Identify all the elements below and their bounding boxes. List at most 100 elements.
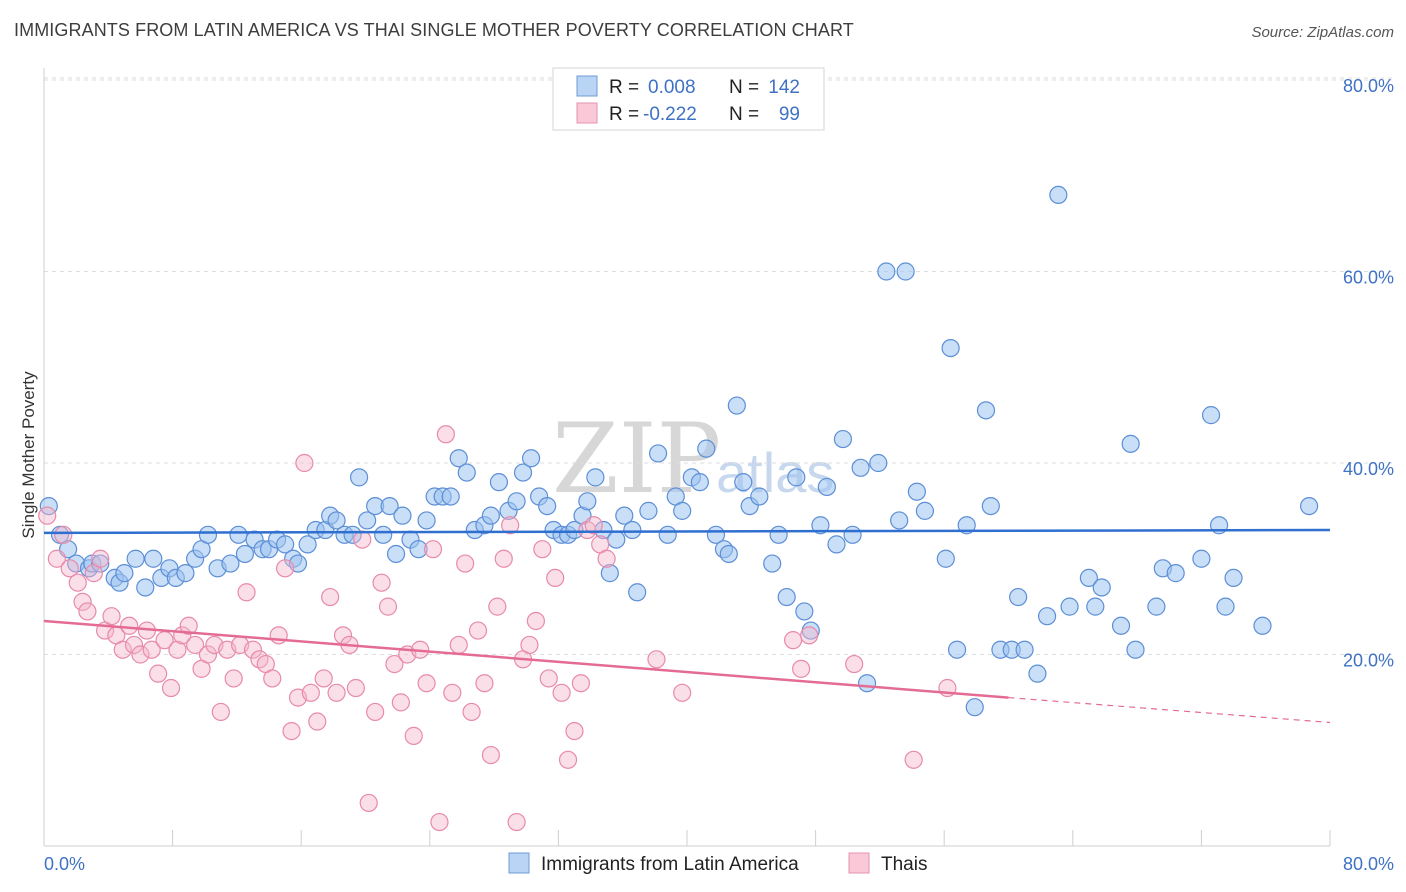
thais-point: [488, 597, 507, 616]
latin-america-point: [1060, 597, 1079, 616]
latin-america-point: [976, 401, 996, 420]
thais-point: [282, 721, 301, 741]
latin-america-point: [750, 487, 769, 506]
latin-america-point: [851, 458, 870, 477]
watermark-zip: ZIP: [552, 403, 721, 515]
latin-america-point: [1028, 664, 1047, 683]
thais-point: [430, 812, 449, 832]
thais-point: [38, 506, 57, 525]
thais-point: [68, 573, 87, 592]
source-credit: Source: ZipAtlas.com: [1251, 24, 1394, 41]
latin-america-point: [936, 549, 955, 568]
latin-america-point: [833, 429, 853, 449]
latin-america-point: [327, 511, 346, 530]
thais-point: [584, 516, 603, 535]
latin-america-point: [1216, 597, 1235, 616]
thais-point: [243, 640, 263, 659]
x-tick-label-min: 0.0%: [44, 854, 85, 874]
latin-america-point: [235, 544, 255, 564]
thais-point: [673, 683, 692, 702]
latin-america-point: [594, 520, 613, 540]
latin-america-point: [628, 583, 647, 602]
thais-point: [558, 750, 578, 769]
latin-america-point: [648, 444, 668, 463]
thais-point: [346, 678, 365, 698]
latin-america-trend-line: [43, 528, 1331, 535]
thais-point: [783, 631, 803, 650]
latin-america-point: [719, 544, 738, 564]
thais-point: [475, 674, 494, 693]
thais-point: [462, 702, 481, 722]
latin-america-point: [115, 564, 134, 583]
latin-america-point: [386, 544, 406, 564]
latin-america-point: [1201, 406, 1221, 425]
latin-america-point: [1166, 564, 1185, 583]
latin-america-point: [811, 516, 830, 535]
thais-point: [327, 683, 346, 702]
thais-point: [565, 721, 584, 741]
bottom-legend-label-blue: Immigrants from Latin America: [541, 854, 799, 875]
thais-point: [186, 635, 205, 655]
thais-point: [391, 693, 410, 712]
latin-america-point: [877, 262, 896, 281]
latin-america-point: [221, 554, 240, 573]
latin-america-point: [1049, 185, 1068, 204]
latin-america-point: [481, 506, 500, 525]
thais-point: [353, 530, 372, 549]
y-tick-labels: 20.0% 40.0% 60.0% 80.0%: [1343, 76, 1394, 671]
thais-point: [237, 583, 256, 602]
legend-n-label-blue: N =: [729, 77, 759, 98]
thais-point: [385, 654, 404, 674]
thais-point: [526, 611, 545, 631]
chart-title: IMMIGRANTS FROM LATIN AMERICA VS THAI SI…: [14, 20, 854, 40]
thais-point: [443, 683, 462, 702]
latin-america-point: [276, 535, 295, 554]
y-tick-label-40: 40.0%: [1343, 459, 1394, 479]
legend-r-label-pink: R =: [609, 104, 639, 125]
latin-america-point: [697, 439, 716, 458]
latin-america-point: [817, 477, 836, 497]
thais-point: [60, 559, 79, 578]
latin-america-point: [827, 535, 846, 554]
latin-america-point: [521, 449, 541, 468]
thais-point: [468, 621, 488, 640]
thais-point: [507, 812, 526, 832]
thais-trend-extrapolation: [1008, 696, 1331, 724]
latin-america-point: [198, 525, 218, 544]
latin-america-point: [1224, 568, 1243, 588]
thais-point: [378, 597, 398, 616]
latin-america-point: [941, 339, 960, 358]
latin-america-point: [409, 540, 428, 559]
thais-point: [366, 702, 385, 722]
thais-point: [295, 453, 314, 473]
thais-point: [539, 669, 558, 688]
latin-america-point: [1092, 578, 1111, 597]
latin-america-point: [777, 587, 796, 607]
thais-point: [533, 540, 552, 559]
thais-trend-line: [43, 619, 1009, 699]
legend-box: [552, 67, 825, 131]
thais-point: [904, 750, 923, 769]
latin-america-point: [615, 506, 634, 525]
thais-point: [520, 635, 539, 655]
latin-america-point: [857, 674, 877, 693]
thais-point: [501, 516, 520, 535]
thais-point: [449, 635, 468, 655]
thais-point: [308, 712, 327, 731]
latin-america-point: [393, 506, 412, 525]
legend-n-label-pink: N =: [729, 104, 759, 125]
latin-america-point: [795, 602, 814, 621]
thais-point: [417, 674, 436, 693]
bottom-legend-swatch-pink: [848, 852, 870, 874]
latin-america-point: [374, 525, 393, 544]
legend-r-value-blue: 0.008: [648, 77, 696, 98]
thais-point: [321, 587, 340, 607]
latin-america-point: [607, 530, 626, 549]
latin-america-point: [513, 463, 533, 482]
latin-america-point: [1253, 616, 1272, 635]
thais-point: [571, 674, 591, 693]
latin-america-point: [1009, 587, 1028, 607]
thais-point: [211, 702, 230, 722]
latin-america-point: [1111, 616, 1131, 635]
